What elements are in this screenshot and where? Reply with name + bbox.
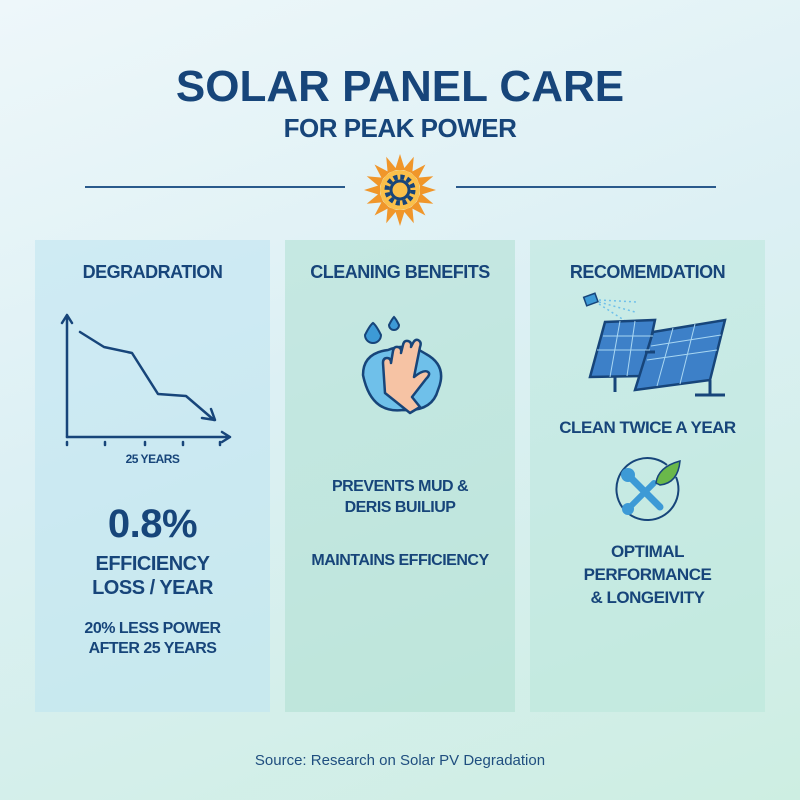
panel-recommendation: RECOMEMDATION CLEAN TWICE A YEAR OPTIMAL… [530,240,765,712]
note: AFTER 25 YEARS [88,640,217,657]
panel-title: DEGRADRATION [82,262,223,282]
stat-value: 0.8% [107,502,198,546]
panel-title: RECOMEMDATION [569,262,726,282]
panel-title: CLEANING BENEFITS [310,262,490,282]
recommendation-text: PERFORMANCE [583,565,712,584]
declining-line-chart-icon [60,313,232,447]
note: 20% LESS POWER [84,620,221,637]
divider-left [85,186,345,188]
hand-wiping-icon [361,315,443,415]
stat-label: LOSS / YEAR [92,577,213,599]
axis-label: 25 YEARS [125,452,180,466]
recommendation-text: CLEAN TWICE A YEAR [559,418,736,437]
page-subtitle: FOR PEAK POWER [283,113,517,143]
panel-degradation: DEGRADRATION 25 YEARS 0.8% EFFICIENCY LO… [35,240,270,712]
benefit-text: DERIS BUILIUP [344,499,456,516]
page-title: SOLAR PANEL CARE [175,62,625,111]
source-footer: Source: Research on Solar PV Degradation [254,752,546,769]
recommendation-text: & LONGEIVITY [590,588,705,607]
divider-right [456,186,716,188]
benefit-text: MAINTAINS EFFICIENCY [311,552,489,569]
solar-panel-spray-icon [582,292,727,397]
stat-label: EFFICIENCY [95,553,210,575]
sun-gear-icon [364,154,436,226]
recommendation-text: OPTIMAL [611,542,685,561]
panel-cleaning-benefits: CLEANING BENEFITS PREVENTS MUD & DERIS B… [285,240,515,712]
benefit-text: PREVENTS MUD & [331,478,469,495]
wrench-leaf-icon [615,457,681,522]
